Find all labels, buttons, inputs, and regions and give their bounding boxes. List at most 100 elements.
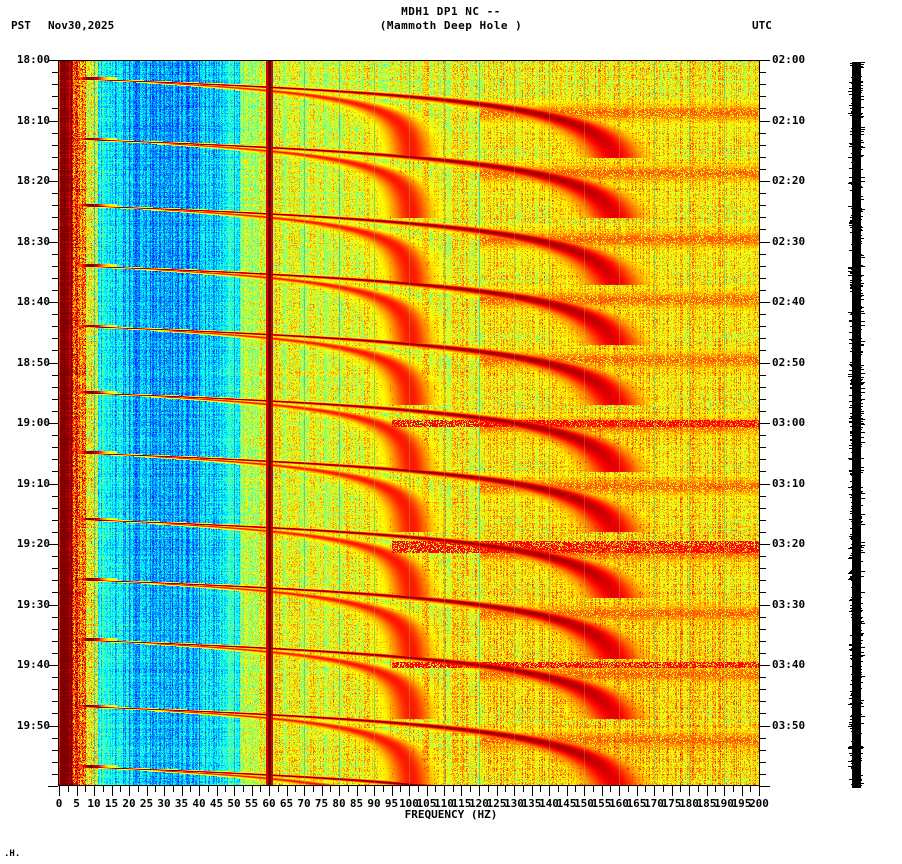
y-axis-minor-tick-right — [760, 713, 766, 714]
y-axis-minor-tick-right — [760, 108, 766, 109]
y-axis-label-left-8: 19:20 — [16, 537, 50, 550]
y-axis-label-left-2: 18:20 — [16, 174, 50, 187]
y-axis-minor-tick-right — [760, 387, 766, 388]
x-axis-minor-tick — [593, 786, 594, 792]
x-axis-minor-tick — [400, 786, 401, 792]
x-axis-major-tick — [252, 786, 253, 796]
y-axis-major-tick-left — [48, 242, 58, 243]
x-axis-major-tick — [129, 786, 130, 796]
y-axis-minor-tick-right — [760, 326, 766, 327]
page-title: MDH1 DP1 NC -- — [401, 5, 501, 18]
x-axis-major-tick — [689, 786, 690, 796]
y-axis-minor-tick-right — [760, 266, 766, 267]
y-axis-minor-tick-right — [760, 447, 766, 448]
x-axis-major-tick — [392, 786, 393, 796]
y-axis-major-tick-right — [760, 484, 770, 485]
y-axis-minor-tick-right — [760, 701, 766, 702]
page-subtitle: (Mammoth Deep Hole ) — [379, 19, 523, 32]
x-axis-minor-tick — [715, 786, 716, 792]
y-axis-minor-tick-right — [760, 278, 766, 279]
y-axis-major-tick-left — [48, 60, 58, 61]
y-axis-minor-tick-right — [760, 592, 766, 593]
x-axis-minor-tick — [645, 786, 646, 792]
y-axis-major-tick-left — [48, 484, 58, 485]
y-axis-label-right-10: 03:40 — [772, 658, 806, 671]
x-axis-major-tick — [164, 786, 165, 796]
x-axis-minor-tick — [610, 786, 611, 792]
y-axis-major-tick-right — [760, 181, 770, 182]
x-axis-major-tick — [269, 786, 270, 796]
y-axis-label-left-3: 18:30 — [16, 235, 50, 248]
y-axis-minor-tick-right — [760, 375, 766, 376]
y-axis-minor-tick-right — [760, 84, 766, 85]
x-axis-major-tick — [497, 786, 498, 796]
x-axis-major-tick — [759, 786, 760, 796]
y-axis-major-tick-left — [48, 121, 58, 122]
y-axis-label-right-2: 02:20 — [772, 174, 806, 187]
y-axis-major-tick-right — [760, 60, 770, 61]
y-axis-minor-tick-right — [760, 689, 766, 690]
spectrogram-plot-area[interactable] — [58, 60, 760, 786]
x-axis-major-tick — [374, 786, 375, 796]
y-axis-label-right-1: 02:10 — [772, 114, 806, 127]
date-label: Nov30,2025 — [48, 19, 115, 32]
x-axis-major-tick — [637, 786, 638, 796]
y-axis-minor-tick-right — [760, 254, 766, 255]
y-axis-label-left-4: 18:40 — [16, 295, 50, 308]
y-axis-minor-tick-right — [760, 629, 766, 630]
y-axis-minor-tick-right — [760, 193, 766, 194]
y-axis-minor-tick-right — [760, 205, 766, 206]
y-axis-minor-tick-right — [760, 496, 766, 497]
x-axis-minor-tick — [295, 786, 296, 792]
x-axis-major-tick — [742, 786, 743, 796]
x-axis-minor-tick — [120, 786, 121, 792]
x-axis-minor-tick — [470, 786, 471, 792]
y-axis-minor-tick-right — [760, 520, 766, 521]
x-axis-major-tick — [461, 786, 462, 796]
y-axis-label-left-9: 19:30 — [16, 598, 50, 611]
y-axis-label-right-7: 03:10 — [772, 477, 806, 490]
x-axis-major-tick — [59, 786, 60, 796]
x-axis-major-tick — [217, 786, 218, 796]
x-axis-minor-tick — [260, 786, 261, 792]
x-axis-major-tick — [339, 786, 340, 796]
x-axis-major-tick — [199, 786, 200, 796]
y-axis-major-tick-right — [760, 544, 770, 545]
y-axis-minor-tick-right — [760, 750, 766, 751]
y-axis-major-tick-right — [760, 605, 770, 606]
y-axis-minor-tick-right — [760, 217, 766, 218]
y-axis-minor-tick-right — [760, 435, 766, 436]
x-axis-minor-tick — [540, 786, 541, 792]
y-axis-label-left-6: 19:00 — [16, 416, 50, 429]
x-axis-minor-tick — [523, 786, 524, 792]
spectrogram-image — [59, 61, 759, 785]
y-axis-minor-tick-right — [760, 338, 766, 339]
x-axis-major-tick — [77, 786, 78, 796]
y-axis-major-tick-right — [760, 363, 770, 364]
x-axis-minor-tick — [558, 786, 559, 792]
y-axis-minor-tick-right — [760, 169, 766, 170]
y-axis-major-tick-left — [48, 665, 58, 666]
x-axis-major-tick — [654, 786, 655, 796]
y-axis-major-tick-left — [48, 605, 58, 606]
y-axis-minor-tick-right — [760, 471, 766, 472]
y-axis-major-tick-left — [48, 181, 58, 182]
x-axis-major-tick — [94, 786, 95, 796]
y-axis-minor-tick-right — [760, 229, 766, 230]
x-axis-minor-tick — [243, 786, 244, 792]
right-timezone-label: UTC — [752, 19, 772, 32]
x-axis-major-tick — [602, 786, 603, 796]
x-axis-minor-tick — [190, 786, 191, 792]
x-axis-major-tick — [287, 786, 288, 796]
x-axis-minor-tick — [330, 786, 331, 792]
y-axis-label-right-11: 03:50 — [772, 719, 806, 732]
x-axis-minor-tick — [663, 786, 664, 792]
header: MDH1 DP1 NC -- (Mammoth Deep Hole ) PST … — [0, 0, 902, 52]
y-axis-major-tick-right — [760, 423, 770, 424]
x-axis-minor-tick — [750, 786, 751, 792]
y-axis-minor-tick-right — [760, 556, 766, 557]
y-axis-label-right-0: 02:00 — [772, 53, 806, 66]
y-axis-minor-tick-right — [760, 653, 766, 654]
y-axis-minor-tick-right — [760, 133, 766, 134]
x-axis-major-tick — [147, 786, 148, 796]
